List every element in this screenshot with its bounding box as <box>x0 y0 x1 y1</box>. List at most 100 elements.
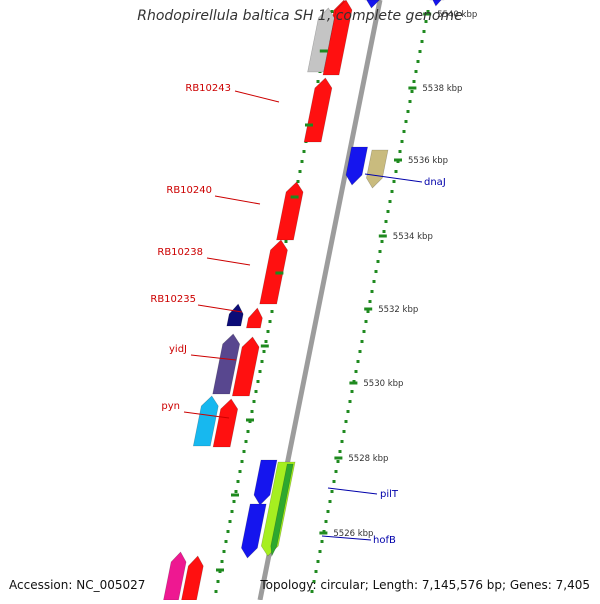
outer-tick <box>408 100 412 103</box>
outer-tick <box>358 350 362 353</box>
accession-text: Accession: NC_005027 <box>9 578 146 592</box>
gene-red <box>212 398 239 448</box>
kbp-tick <box>364 307 373 311</box>
inner-tick <box>238 470 242 473</box>
kbp-tick <box>408 86 417 90</box>
kbp-label: 5534 kbp <box>393 232 433 242</box>
outer-tick <box>426 10 430 13</box>
right-label-leader <box>327 487 378 495</box>
inner-tick <box>284 240 288 243</box>
outer-tick <box>378 250 382 253</box>
inner-tick <box>258 370 262 373</box>
inner-tick <box>220 560 224 563</box>
inner-major-tick <box>290 195 299 199</box>
gene-red <box>231 336 260 397</box>
outer-tick <box>342 430 346 433</box>
kbp-tick <box>378 234 387 238</box>
outer-tick <box>310 590 314 593</box>
outer-tick <box>420 40 424 43</box>
outer-tick <box>422 30 426 33</box>
gene-label-pilT: pilT <box>380 489 399 500</box>
outer-tick <box>412 80 416 83</box>
gene-blue <box>364 0 382 9</box>
outer-tick <box>398 150 402 153</box>
inner-tick <box>244 440 248 443</box>
gene-navy <box>226 303 244 327</box>
inner-tick <box>240 460 244 463</box>
inner-tick <box>232 500 236 503</box>
left-label-leader <box>183 411 230 419</box>
gene-yidJ <box>212 333 241 395</box>
inner-major-tick <box>305 123 313 127</box>
outer-tick <box>328 500 332 503</box>
outer-tick <box>416 60 420 63</box>
inner-tick <box>256 380 260 383</box>
gene-dnaJ-tan <box>366 149 389 189</box>
kbp-tick <box>319 531 328 535</box>
kbp-tick <box>394 158 402 162</box>
gene-label-RB10243: RB10243 <box>185 83 231 94</box>
outer-tick <box>316 560 320 563</box>
outer-tick <box>402 130 406 133</box>
kbp-label: 5532 kbp <box>378 305 418 315</box>
outer-tick <box>356 360 360 363</box>
gene-RB10238 <box>259 239 288 305</box>
outer-tick <box>344 420 348 423</box>
outer-tick <box>360 340 364 343</box>
left-label-leader <box>197 304 243 313</box>
gene-label-yidJ: yidJ <box>169 344 187 355</box>
inner-tick <box>226 530 230 533</box>
inner-major-tick <box>216 568 224 572</box>
gene-RB10240 <box>276 181 304 241</box>
outer-tick <box>384 220 388 223</box>
inner-tick <box>246 430 250 433</box>
gene-grey <box>307 7 335 73</box>
outer-tick <box>334 470 338 473</box>
gene-label-RB10240: RB10240 <box>166 185 212 196</box>
outer-tick <box>376 260 380 263</box>
gene-label-RB10235: RB10235 <box>150 294 196 305</box>
inner-tick <box>250 410 254 413</box>
outer-tick <box>318 550 322 553</box>
outer-tick <box>364 320 368 323</box>
outer-tick <box>326 510 330 513</box>
outer-tick <box>324 520 328 523</box>
inner-tick <box>234 490 238 493</box>
gene-blue <box>429 0 445 7</box>
outer-tick <box>400 140 404 143</box>
outer-tick <box>380 240 384 243</box>
outer-tick <box>390 190 394 193</box>
right-label-leader <box>364 173 423 183</box>
inner-tick <box>236 480 240 483</box>
left-label-leader <box>234 90 280 103</box>
outer-tick <box>330 490 334 493</box>
gene-label-dnaJ: dnaJ <box>424 177 446 188</box>
outer-tick <box>368 300 372 303</box>
inner-tick <box>302 150 306 153</box>
gene-label-hofB: hofB <box>373 535 396 546</box>
kbp-label: 5526 kbp <box>333 529 373 539</box>
gene-label-pyn: pyn <box>161 401 180 412</box>
left-label-leader <box>190 354 237 361</box>
kbp-tick <box>349 381 358 385</box>
inner-tick <box>224 540 228 543</box>
inner-tick <box>254 390 258 393</box>
inner-major-tick <box>260 344 269 348</box>
inner-major-tick <box>319 49 328 53</box>
outer-tick <box>338 450 342 453</box>
outer-tick <box>312 580 316 583</box>
outer-tick <box>410 90 414 93</box>
inner-tick <box>264 340 268 343</box>
inner-major-tick <box>246 418 254 422</box>
outer-tick <box>340 440 344 443</box>
topology-text: Topology: circular; Length: 7,145,576 bp… <box>260 578 590 592</box>
left-label-leader <box>214 195 261 205</box>
inner-major-tick <box>231 493 239 497</box>
outer-tick <box>336 460 340 463</box>
kbp-label: 5540 kbp <box>437 10 477 20</box>
outer-tick <box>382 230 386 233</box>
inner-tick <box>266 330 270 333</box>
gene-blue <box>253 459 278 506</box>
gene-pyn <box>192 395 219 447</box>
map-title: Rhodopirellula baltica SH 1, complete ge… <box>137 8 463 24</box>
